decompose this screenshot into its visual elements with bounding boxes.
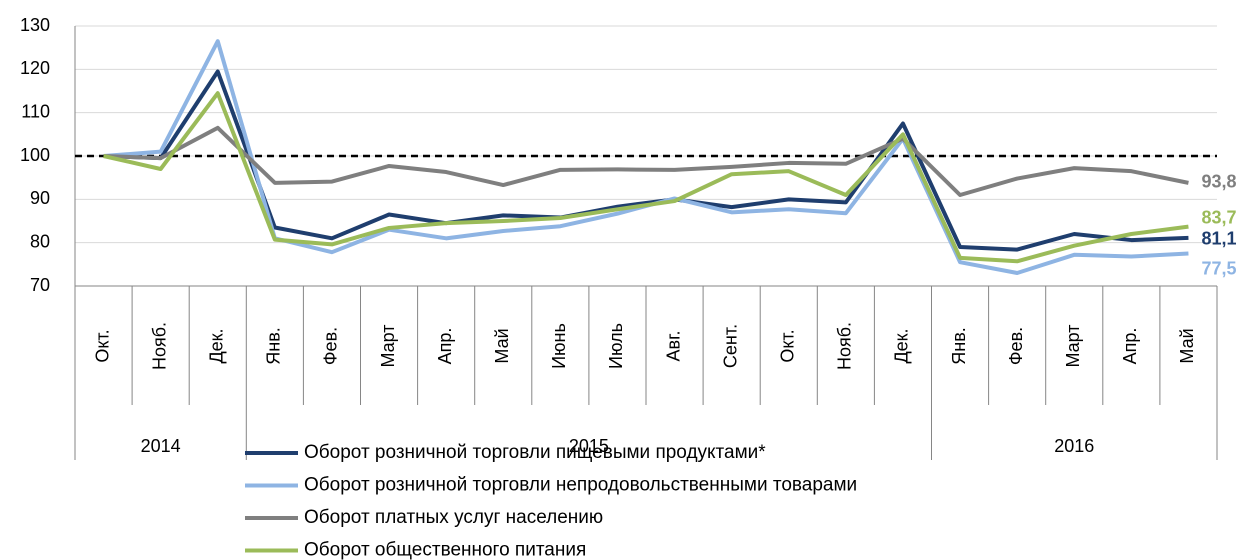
y-tick-label: 90 — [30, 188, 50, 208]
value-label: 77,5 — [1201, 258, 1236, 278]
x-tick-label: Авг. — [663, 331, 683, 362]
x-tick-label: Март — [1063, 324, 1083, 367]
x-tick-label: Июль — [606, 323, 626, 369]
series-line — [103, 69, 1189, 252]
group-label: 2016 — [1054, 436, 1094, 456]
legend-label: Оборот платных услуг населению — [304, 507, 603, 528]
x-tick-label: Июнь — [549, 323, 569, 369]
legend-label: Оборот розничной торговли пищевыми проду… — [304, 442, 766, 463]
x-tick-label: Март — [378, 324, 398, 367]
y-tick-label: 110 — [21, 101, 50, 121]
group-label: 2014 — [141, 436, 181, 456]
legend-label: Оборот общественного питания — [304, 540, 586, 560]
y-tick-label: 130 — [20, 15, 50, 35]
x-tick-label: Янв. — [949, 327, 969, 365]
x-tick-label: Май — [1177, 328, 1197, 363]
series-line — [103, 125, 1189, 197]
x-tick-label: Янв. — [264, 327, 284, 365]
x-tick-label: Фев. — [1006, 327, 1026, 365]
y-tick-label: 80 — [30, 231, 50, 251]
x-tick-label: Нояб. — [149, 322, 169, 370]
legend-label: Оборот розничной торговли непродовольств… — [304, 475, 857, 496]
x-tick-label: Дек. — [207, 328, 227, 363]
y-tick-label: 100 — [20, 145, 50, 165]
x-tick-label: Апр. — [1120, 328, 1140, 365]
y-tick-label: 120 — [20, 58, 50, 78]
x-tick-label: Нояб. — [835, 322, 855, 370]
x-tick-label: Фев. — [321, 327, 341, 365]
value-label: 81,1 — [1201, 229, 1236, 249]
y-tick-label: 70 — [30, 275, 50, 295]
value-label: 93,8 — [1201, 172, 1236, 192]
x-tick-label: Окт. — [92, 329, 112, 362]
x-tick-label: Дек. — [892, 328, 912, 363]
x-tick-label: Май — [492, 328, 512, 363]
value-label: 83,7 — [1201, 207, 1236, 227]
x-tick-label: Окт. — [778, 329, 798, 362]
x-tick-label: Апр. — [435, 328, 455, 365]
x-tick-label: Сент. — [720, 324, 740, 368]
series-line — [103, 91, 1189, 264]
group-label: 2015 — [569, 436, 609, 456]
